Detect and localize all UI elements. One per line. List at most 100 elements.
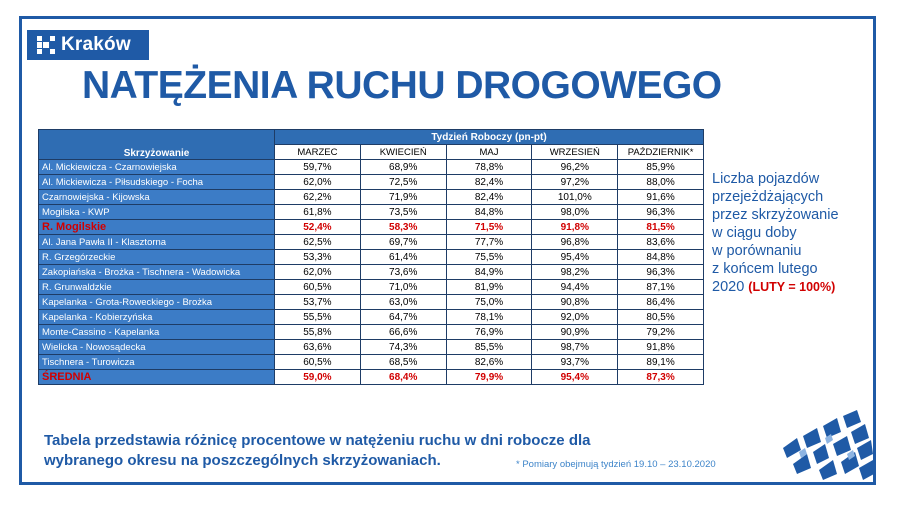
table-row: ŚREDNIA 59,0% 68,4% 79,9% 95,4% 87,3% [38, 369, 704, 385]
table-cell: 71,0% [359, 279, 447, 295]
table-cell: 88,0% [617, 174, 704, 190]
table-cell: 90,9% [531, 324, 619, 340]
table-cell: 96,2% [531, 159, 619, 175]
table-cell: 80,5% [617, 309, 704, 325]
table-cell: 91,8% [617, 339, 704, 355]
table-row: Monte-Cassino - Kapelanka 55,8% 66,6% 76,9%… [38, 324, 704, 340]
side-line: w ciągu doby [712, 225, 797, 241]
table-cell: 68,4% [359, 369, 447, 385]
table-row: Zakopiańska - Brożka - Tischnera - Wadow… [38, 264, 704, 280]
month-header: KWIECIEŃ [359, 144, 447, 160]
table-cell: 62,2% [274, 189, 361, 205]
table-cell: 91,6% [617, 189, 704, 205]
footnote: * Pomiary obejmują tydzień 19.10 – 23.10… [516, 459, 716, 470]
table-cell: 84,8% [445, 204, 533, 220]
table-cell: 62,0% [274, 264, 361, 280]
table-cell: 75,0% [445, 294, 533, 310]
intersection-name: Al. Mickiewicza - Czarnowiejska [38, 159, 275, 175]
intersection-name: Czarnowiejska - Kijowska [38, 189, 275, 205]
footer-line-2: wybranego okresu na poszczególnych skrzy… [44, 452, 441, 469]
table-cell: 79,2% [617, 324, 704, 340]
intersection-name: Kapelanka - Grota-Roweckiego - Brożka [38, 294, 275, 310]
table-cell: 59,7% [274, 159, 361, 175]
table-row: Wielicka - Nowosądecka 63,6% 74,3% 85,5% 98,… [38, 339, 704, 355]
table-cell: 66,6% [359, 324, 447, 340]
table-cell: 82,6% [445, 354, 533, 370]
table-cell: 78,8% [445, 159, 533, 175]
table-cell: 87,3% [617, 369, 704, 385]
side-line: przez skrzyżowanie [712, 207, 839, 223]
table-cell: 55,8% [274, 324, 361, 340]
krakow-logo: Kraków [27, 30, 149, 60]
table-cell: 63,0% [359, 294, 447, 310]
table-cell: 72,5% [359, 174, 447, 190]
logo-text: Kraków [61, 34, 131, 55]
table-cell: 96,3% [617, 264, 704, 280]
table-cell: 90,8% [531, 294, 619, 310]
month-header: MARZEC [274, 144, 361, 160]
table-cell: 87,1% [617, 279, 704, 295]
table-cell: 74,3% [359, 339, 447, 355]
side-description: Liczba pojazdów przejeżdżających przez skr… [712, 170, 872, 296]
intersection-name: Mogilska - KWP [38, 204, 275, 220]
table-cell: 68,5% [359, 354, 447, 370]
intersection-name: R. Mogilskie [38, 219, 275, 235]
table-cell: 101,0% [531, 189, 619, 205]
side-line: Liczba pojazdów [712, 171, 820, 187]
table-cell: 82,4% [445, 189, 533, 205]
table-cell: 91,8% [531, 219, 619, 235]
table-row: Al. Mickiewicza - Czarnowiejska 59,7% 68,9… [38, 159, 704, 175]
month-header: MAJ [445, 144, 533, 160]
table-cell: 92,0% [531, 309, 619, 325]
side-year: 2020 [712, 279, 745, 295]
table-cell: 58,3% [359, 219, 447, 235]
table-cell: 82,4% [445, 174, 533, 190]
slide-frame [19, 16, 876, 485]
table-cell: 60,5% [274, 354, 361, 370]
table-cell: 64,7% [359, 309, 447, 325]
table-cell: 71,5% [445, 219, 533, 235]
table-row: Tischnera - Turowicza 60,5% 68,5% 82,6% 93,7… [38, 354, 704, 370]
table-cell: 52,4% [274, 219, 361, 235]
table-cell: 95,4% [531, 249, 619, 265]
side-line: w porównaniu [712, 243, 802, 259]
table-cell: 79,9% [445, 369, 533, 385]
table-row: Czarnowiejska - Kijowska 62,2% 71,9% 82,4% 1… [38, 189, 704, 205]
intersection-column-header: Skrzyżowanie [38, 129, 275, 160]
table-cell: 75,5% [445, 249, 533, 265]
decorative-pattern-icon [783, 410, 874, 480]
table-row: R. Grzegórzeckie 53,3% 61,4% 75,5% 95,4% 84,8… [38, 249, 704, 265]
traffic-table: Skrzyżowanie Tydzień Roboczy (pn-pt) MAR… [38, 129, 704, 385]
table-body: Al. Mickiewicza - Czarnowiejska 59,7% 68,9… [38, 159, 704, 385]
table-cell: 81,5% [617, 219, 704, 235]
table-cell: 63,6% [274, 339, 361, 355]
table-cell: 69,7% [359, 234, 447, 250]
month-header: WRZESIEŃ [531, 144, 619, 160]
table-cell: 77,7% [445, 234, 533, 250]
table-cell: 62,0% [274, 174, 361, 190]
table-row: R. Mogilskie 52,4% 58,3% 71,5% 91,8% 81,5% [38, 219, 704, 235]
table-cell: 60,5% [274, 279, 361, 295]
table-cell: 73,5% [359, 204, 447, 220]
table-cell: 93,7% [531, 354, 619, 370]
side-lines: Liczba pojazdów przejeżdżających przez skr… [712, 170, 872, 278]
week-group-header: Tydzień Roboczy (pn-pt) [274, 129, 704, 145]
intersection-name: ŚREDNIA [38, 369, 275, 385]
table-cell: 83,6% [617, 234, 704, 250]
footer-line-1: Tabela przedstawia różnicę procentowe w … [44, 432, 591, 449]
intersection-name: Monte-Cassino - Kapelanka [38, 324, 275, 340]
side-line: z końcem lutego [712, 261, 818, 277]
table-cell: 86,4% [617, 294, 704, 310]
table-row: Al. Jana Pawła II - Klasztorna 62,5% 69,7%… [38, 234, 704, 250]
table-row: Mogilska - KWP 61,8% 73,5% 84,8% 98,0% 96,3% [38, 204, 704, 220]
table-cell: 61,4% [359, 249, 447, 265]
table-cell: 95,4% [531, 369, 619, 385]
table-cell: 98,0% [531, 204, 619, 220]
table-cell: 78,1% [445, 309, 533, 325]
table-row: Kapelanka - Kobierzyńska 55,5% 64,7% 78,1% 9… [38, 309, 704, 325]
table-cell: 62,5% [274, 234, 361, 250]
krakow-logo-icon [37, 36, 55, 54]
table-cell: 85,9% [617, 159, 704, 175]
table-row: R. Grunwaldzkie 60,5% 71,0% 81,9% 94,4% 87,1% [38, 279, 704, 295]
table-cell: 98,7% [531, 339, 619, 355]
